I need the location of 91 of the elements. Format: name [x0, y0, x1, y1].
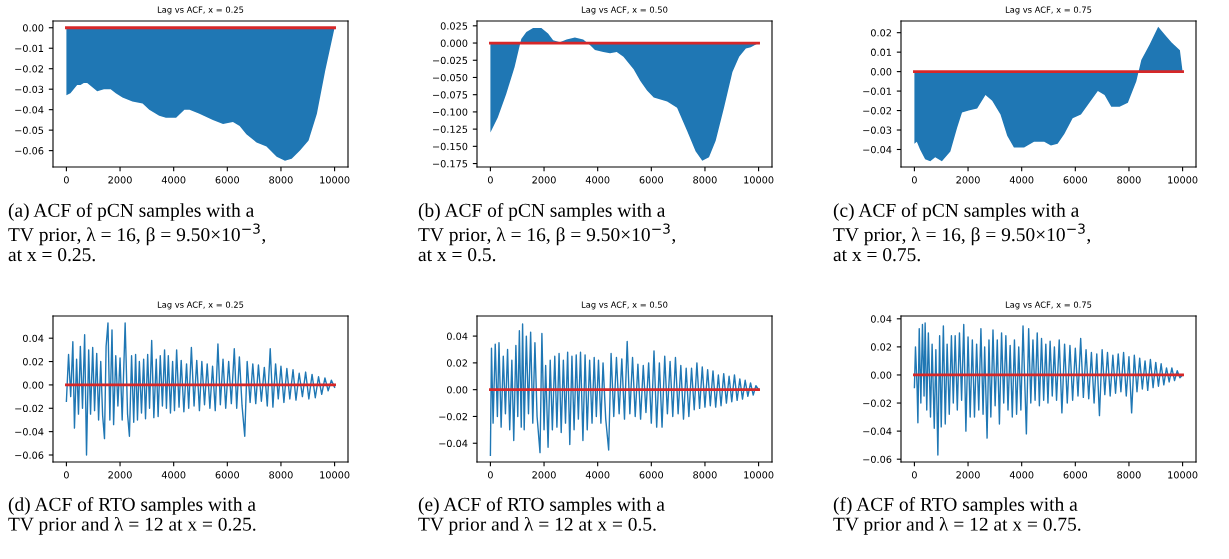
y-tick-label: 0.04 — [870, 315, 892, 323]
x-tick-label: 2000 — [532, 176, 556, 184]
y-tick-label: −0.01 — [15, 44, 44, 53]
y-tick-label: −0.06 — [863, 455, 892, 464]
x-tick-label: 10000 — [744, 176, 774, 184]
x-tick-label: 4000 — [1009, 176, 1034, 184]
y-tick-label: 0.00 — [446, 386, 468, 394]
line-series — [913, 322, 1184, 456]
y-tick-label: −0.04 — [15, 106, 44, 114]
y-tick-label: 0.000 — [440, 39, 468, 47]
y-tick-label: 0.01 — [870, 48, 892, 56]
chart-title: Lag vs ACF, x = 0.75 — [1005, 6, 1092, 15]
y-tick-label: 0.025 — [440, 22, 468, 30]
x-tick-label: 2000 — [956, 176, 980, 184]
y-tick-label: 0.04 — [446, 332, 468, 340]
line-series — [65, 322, 336, 456]
y-tick-label: −0.04 — [863, 145, 892, 154]
chart-title: Lag vs ACF, x = 0.25 — [157, 301, 244, 310]
y-tick-label: −0.03 — [15, 85, 44, 94]
x-tick-label: 0 — [487, 176, 493, 184]
line-series — [489, 323, 760, 456]
y-tick-label: 0.00 — [22, 24, 44, 32]
y-tick-label: −0.02 — [863, 107, 891, 115]
x-tick-label: 10000 — [744, 471, 774, 479]
x-tick-label: 4000 — [585, 471, 610, 479]
text: (c) ACF of pCN samples with a TV prior, λ = 16, β = 9.50×10$^{−3}$, at x = 0.75. — [833, 203, 1091, 262]
x-tick-label: 6000 — [1063, 176, 1088, 184]
x-tick-label: 6000 — [215, 471, 240, 479]
y-tick-label: −0.02 — [15, 65, 43, 73]
x-tick-label: 2000 — [532, 471, 556, 479]
y-tick-label: −0.175 — [433, 160, 468, 168]
x-tick-label: 10000 — [1168, 176, 1198, 184]
y-tick-label: −0.02 — [863, 399, 891, 407]
x-tick-label: 8000 — [269, 176, 293, 184]
y-tick-label: −0.050 — [433, 73, 468, 82]
y-tick-label: 0.00 — [22, 381, 44, 389]
y-tick-label: −0.06 — [15, 451, 44, 459]
y-tick-label: −0.04 — [863, 427, 892, 435]
y-tick-label: 0.02 — [870, 343, 891, 351]
x-tick-label: 0 — [911, 176, 917, 184]
chart-title: Lag vs ACF, x = 0.25 — [157, 6, 244, 15]
y-tick-label: 0.02 — [870, 29, 891, 37]
chart-title: Lag vs ACF, x = 0.50 — [581, 301, 668, 310]
y-tick-label: −0.02 — [439, 412, 467, 421]
y-tick-label: 0.02 — [22, 358, 43, 366]
y-tick-label: 0.00 — [870, 371, 892, 379]
x-tick-label: 0 — [63, 471, 69, 479]
x-tick-label: 6000 — [1063, 471, 1088, 479]
y-tick-label: 0.02 — [446, 359, 467, 367]
x-tick-label: 4000 — [585, 176, 610, 184]
x-tick-label: 6000 — [215, 176, 240, 184]
text: (e) ACF of RTO samples with a TV prior and λ = 12 at x = 0.5. — [418, 497, 665, 535]
y-tick-label: −0.04 — [439, 439, 468, 448]
x-tick-label: 4000 — [161, 471, 186, 479]
y-tick-label: −0.125 — [433, 125, 468, 133]
x-tick-label: 10000 — [1168, 471, 1198, 479]
y-tick-label: 0.00 — [870, 68, 892, 76]
y-tick-label: −0.100 — [433, 108, 468, 116]
y-tick-label: −0.150 — [433, 142, 468, 151]
x-tick-label: 8000 — [693, 176, 717, 184]
y-tick-label: −0.075 — [433, 91, 468, 99]
chart-title: Lag vs ACF, x = 0.75 — [1005, 301, 1092, 310]
x-tick-label: 2000 — [956, 471, 980, 479]
x-tick-label: 2000 — [108, 471, 132, 479]
x-tick-label: 4000 — [161, 176, 186, 184]
text: (a) ACF of pCN samples with a TV prior, λ = 16, β = 9.50×10$^{−3}$, at x = 0.25. — [8, 203, 266, 262]
text: (b) ACF of pCN samples with a TV prior, λ = 16, β = 9.50×10$^{−3}$, at x = 0.5. — [418, 203, 676, 262]
x-tick-label: 10000 — [320, 176, 350, 184]
x-tick-label: 10000 — [320, 471, 350, 479]
x-tick-label: 0 — [911, 471, 917, 479]
y-tick-label: −0.04 — [15, 428, 44, 436]
y-tick-label: −0.06 — [15, 147, 44, 155]
x-tick-label: 0 — [487, 471, 493, 479]
x-tick-label: 6000 — [639, 471, 664, 479]
y-tick-label: −0.03 — [863, 126, 892, 134]
text: (d) ACF of RTO samples with a TV prior and λ = 12 at x = 0.25. — [8, 497, 256, 535]
text: (f) ACF of RTO samples with a TV prior and λ = 12 at x = 0.75. — [833, 497, 1081, 535]
y-tick-label: 0.04 — [22, 334, 44, 343]
x-tick-label: 6000 — [639, 176, 664, 184]
y-tick-label: −0.05 — [15, 126, 44, 134]
x-tick-label: 4000 — [1009, 471, 1034, 479]
x-tick-label: 2000 — [108, 176, 132, 184]
y-tick-label: −0.025 — [433, 56, 468, 65]
x-tick-label: 0 — [63, 176, 69, 184]
x-tick-label: 8000 — [1117, 471, 1141, 479]
x-tick-label: 8000 — [1117, 176, 1141, 184]
y-tick-label: −0.01 — [863, 87, 892, 95]
chart-title: Lag vs ACF, x = 0.50 — [581, 6, 668, 15]
x-tick-label: 8000 — [269, 471, 293, 479]
y-tick-label: −0.02 — [15, 404, 43, 413]
x-tick-label: 8000 — [693, 471, 717, 479]
